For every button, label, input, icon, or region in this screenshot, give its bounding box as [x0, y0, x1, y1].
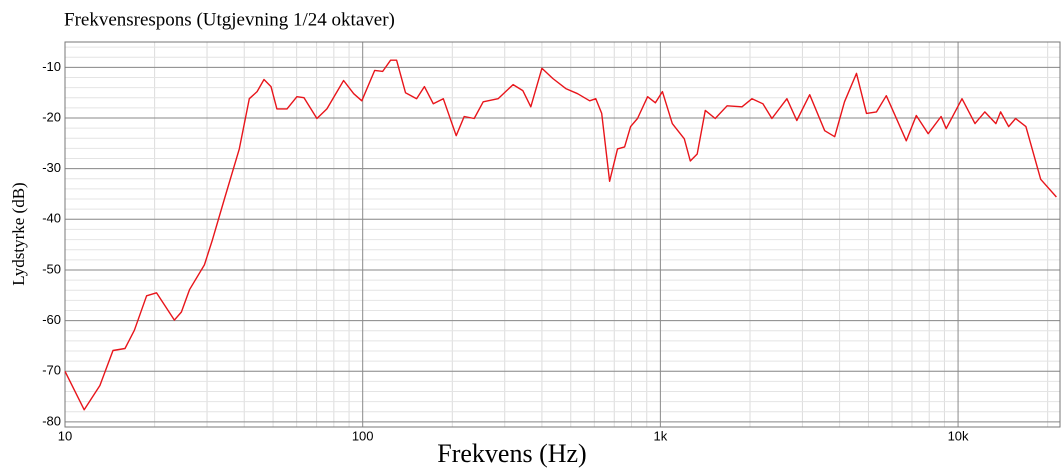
- y-tick-label: -80: [42, 413, 61, 428]
- chart-title: Frekvensrespons (Utgjevning 1/24 oktaver…: [64, 9, 395, 30]
- y-tick-label: -70: [42, 363, 61, 378]
- y-tick-label: -20: [42, 109, 61, 124]
- x-tick-label: 10: [58, 428, 72, 443]
- plot-border: [64, 41, 1061, 428]
- y-tick-label: -30: [42, 160, 61, 175]
- y-tick-label: -50: [42, 261, 61, 276]
- y-axis-label: Lydstyrke (dB): [9, 182, 28, 285]
- y-tick-label: -40: [42, 211, 61, 226]
- x-tick-label: 1k: [654, 428, 668, 443]
- y-tick-label: -10: [42, 59, 61, 74]
- x-tick-label: 100: [352, 428, 374, 443]
- x-axis-label: Frekvens (Hz): [437, 439, 586, 468]
- line-series: [64, 59, 1057, 411]
- x-tick-label: 10k: [948, 428, 969, 443]
- y-tick-label: -60: [42, 312, 61, 327]
